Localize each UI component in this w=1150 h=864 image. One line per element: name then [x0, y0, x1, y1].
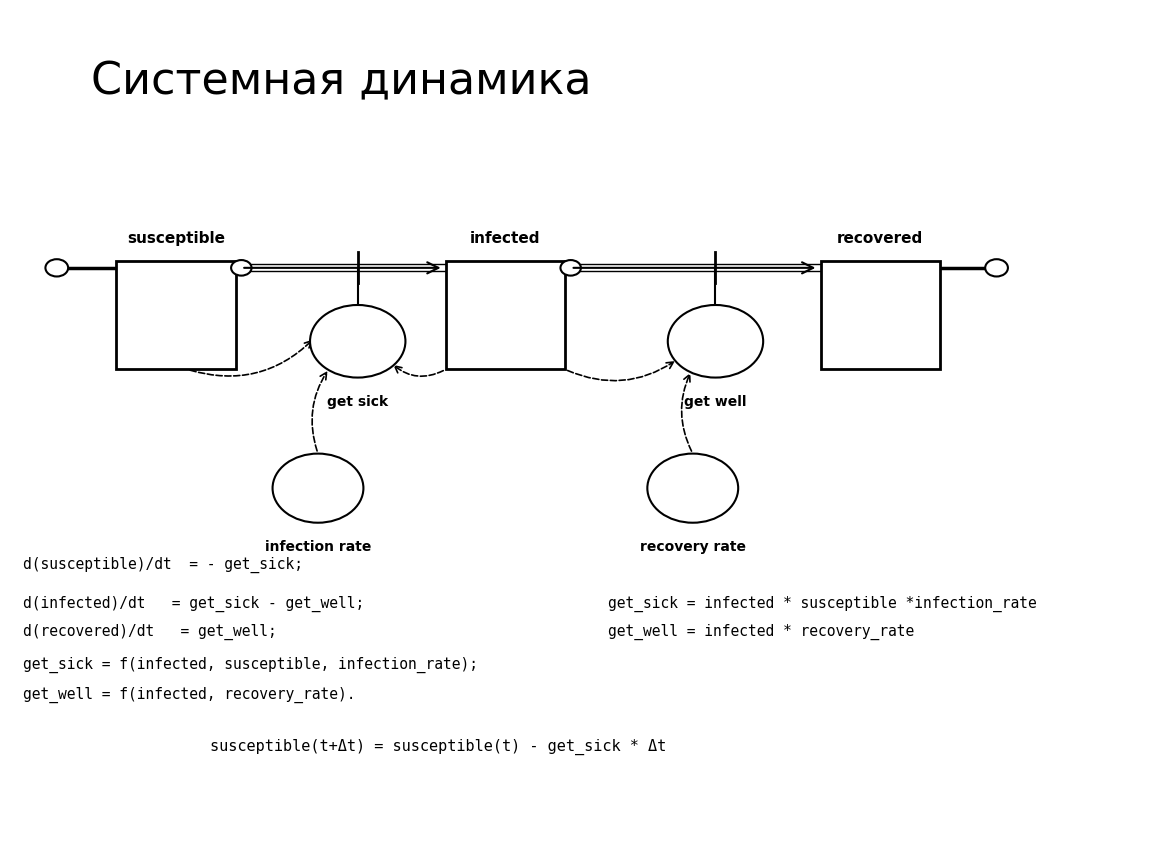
Text: get well: get well: [684, 395, 746, 409]
FancyBboxPatch shape: [116, 262, 236, 370]
FancyBboxPatch shape: [821, 262, 940, 370]
Text: d(recovered)/dt   = get_well;: d(recovered)/dt = get_well;: [23, 624, 276, 640]
Text: get sick: get sick: [328, 395, 389, 409]
FancyBboxPatch shape: [446, 262, 565, 370]
Text: get_well = infected * recovery_rate: get_well = infected * recovery_rate: [607, 624, 914, 640]
FancyArrowPatch shape: [394, 366, 443, 376]
FancyArrowPatch shape: [312, 372, 327, 451]
Text: get_sick = f(infected, susceptible, infection_rate);: get_sick = f(infected, susceptible, infe…: [23, 657, 477, 673]
Circle shape: [560, 260, 581, 276]
Text: infection rate: infection rate: [264, 540, 371, 554]
Text: recovery rate: recovery rate: [639, 540, 745, 554]
Circle shape: [273, 454, 363, 523]
Text: Системная динамика: Системная динамика: [91, 60, 591, 104]
FancyArrowPatch shape: [568, 362, 674, 381]
Text: infected: infected: [470, 231, 540, 246]
FancyArrowPatch shape: [190, 341, 312, 376]
Circle shape: [231, 260, 252, 276]
Circle shape: [668, 305, 764, 378]
Text: get_sick = infected * susceptible *infection_rate: get_sick = infected * susceptible *infec…: [607, 596, 1036, 613]
Circle shape: [46, 259, 68, 276]
Circle shape: [647, 454, 738, 523]
FancyArrowPatch shape: [682, 374, 691, 451]
Text: d(infected)/dt   = get_sick - get_well;: d(infected)/dt = get_sick - get_well;: [23, 596, 363, 613]
Text: susceptible(t+Δt) = susceptible(t) - get_sick * Δt: susceptible(t+Δt) = susceptible(t) - get…: [210, 739, 666, 755]
Circle shape: [986, 259, 1007, 276]
Circle shape: [310, 305, 406, 378]
Text: d(susceptible)/dt  = - get_sick;: d(susceptible)/dt = - get_sick;: [23, 557, 302, 574]
Text: recovered: recovered: [837, 231, 923, 246]
Text: susceptible: susceptible: [126, 231, 225, 246]
Text: get_well = f(infected, recovery_rate).: get_well = f(infected, recovery_rate).: [23, 687, 355, 703]
